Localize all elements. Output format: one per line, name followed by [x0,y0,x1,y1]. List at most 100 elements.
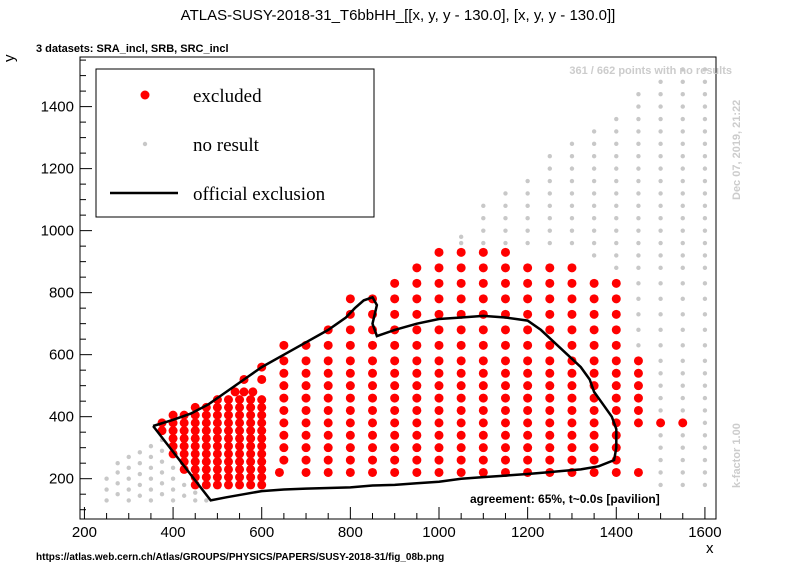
no-result-point [658,141,663,147]
excluded-point [523,418,533,428]
no-result-point [680,141,685,147]
excluded-point [368,455,378,465]
excluded-point [523,381,533,391]
excluded-point [257,457,267,467]
excluded-point [345,393,355,403]
excluded-point [246,464,256,474]
excluded-point [390,467,400,477]
no-result-point [658,296,663,302]
excluded-point [545,381,555,391]
no-result-point [569,228,575,233]
excluded-point [500,278,510,288]
no-result-point [193,490,198,495]
excluded-point [478,247,488,257]
excluded-point [223,426,233,436]
no-result-point [680,371,685,376]
excluded-point [223,402,233,412]
excluded-point [212,410,222,420]
excluded-point [567,278,577,288]
no-result-point [126,465,131,471]
excluded-point [456,294,466,304]
excluded-point [257,410,267,420]
no-result-point [680,457,685,463]
no-result-point [137,460,143,466]
no-result-point [115,481,120,486]
excluded-point [500,325,510,335]
no-result-point [591,154,597,159]
no-result-point [170,476,176,481]
no-result-point [503,191,508,196]
excluded-point [545,278,555,288]
excluded-point [212,472,222,482]
x-tick-label: 600 [249,524,274,541]
excluded-point [345,381,355,391]
excluded-point [545,356,555,366]
x-tick-label: 400 [161,524,186,541]
excluded-point [567,381,577,391]
legend-noresult-label: no result [193,135,260,156]
chart-subtitle: 3 datasets: SRA_incl, SRB, SRC_incl [36,43,229,55]
excluded-point [235,410,245,420]
no-result-point [680,203,685,209]
excluded-point [323,340,333,350]
excluded-point [368,467,378,477]
excluded-point [589,340,599,350]
excluded-point [545,430,555,440]
excluded-point [301,455,311,465]
excluded-point [223,480,233,490]
no-result-point [658,79,663,85]
no-result-point [614,191,619,196]
no-result-point [503,203,508,209]
excluded-point [212,433,222,443]
excluded-point [500,430,510,440]
excluded-point [301,430,311,440]
excluded-point [323,418,333,428]
excluded-point [589,356,599,366]
no-result-point [170,465,176,471]
excluded-point [212,449,222,459]
excluded-point [412,309,422,319]
excluded-point [223,410,233,420]
source-url: https://atlas.web.cern.ch/Atlas/GROUPS/P… [36,552,444,563]
no-result-point [126,498,131,503]
excluded-point [223,433,233,443]
x-tick-label: 200 [72,524,97,541]
no-result-point [702,154,708,159]
excluded-point [500,418,510,428]
excluded-point [345,325,355,335]
no-result-point [680,482,685,488]
excluded-point [279,455,289,465]
excluded-point [434,381,444,391]
excluded-point [523,393,533,403]
excluded-point [611,381,621,391]
no-result-point [104,498,109,503]
excluded-point [274,467,284,477]
excluded-point [633,467,643,477]
x-tick-label: 1600 [688,524,721,541]
excluded-point [567,309,577,319]
y-axis-ticks: 200 400 600 800 1000 1200 1400 [41,59,92,511]
no-result-point [680,445,685,450]
no-result-point [636,92,641,97]
no-result-point [636,154,641,159]
no-result-point [636,191,641,196]
no-result-point [680,216,685,221]
no-result-point [658,203,663,209]
excluded-point [390,368,400,378]
excluded-point [368,393,378,403]
no-result-point [658,129,663,134]
no-result-point [591,253,597,258]
excluded-point [246,433,256,443]
no-result-point [481,240,486,246]
excluded-point [412,263,422,273]
excluded-point [567,443,577,453]
no-result-point [547,154,552,159]
excluded-point [456,368,466,378]
excluded-point [212,480,222,490]
no-result-point [658,445,663,450]
excluded-point [279,430,289,440]
excluded-point [434,368,444,378]
excluded-point [611,368,621,378]
no-result-point [680,281,685,286]
excluded-point [523,356,533,366]
